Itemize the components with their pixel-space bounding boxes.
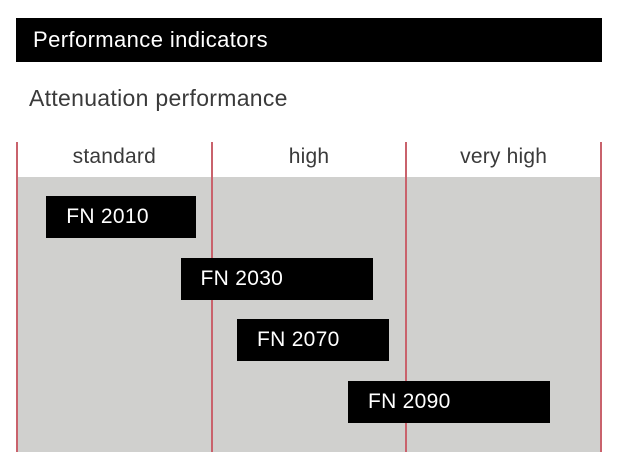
column-header-high: high bbox=[288, 145, 330, 168]
range-bar-fn-2010: FN 2010 bbox=[46, 196, 197, 238]
column-divider bbox=[405, 142, 408, 452]
column-divider bbox=[600, 142, 602, 452]
range-bar-fn-2070: FN 2070 bbox=[236, 319, 389, 361]
page-title: Performance indicators bbox=[33, 27, 269, 52]
title-bar: Performance indicators bbox=[16, 18, 602, 62]
range-bar-fn-2090: FN 2090 bbox=[347, 381, 551, 423]
section-title: Attenuation performance bbox=[29, 85, 288, 111]
column-divider bbox=[16, 142, 18, 452]
column-header-very-high: very high bbox=[460, 145, 548, 168]
column-header-standard: standard bbox=[72, 145, 156, 168]
range-bar-fn-2030: FN 2030 bbox=[180, 258, 374, 300]
